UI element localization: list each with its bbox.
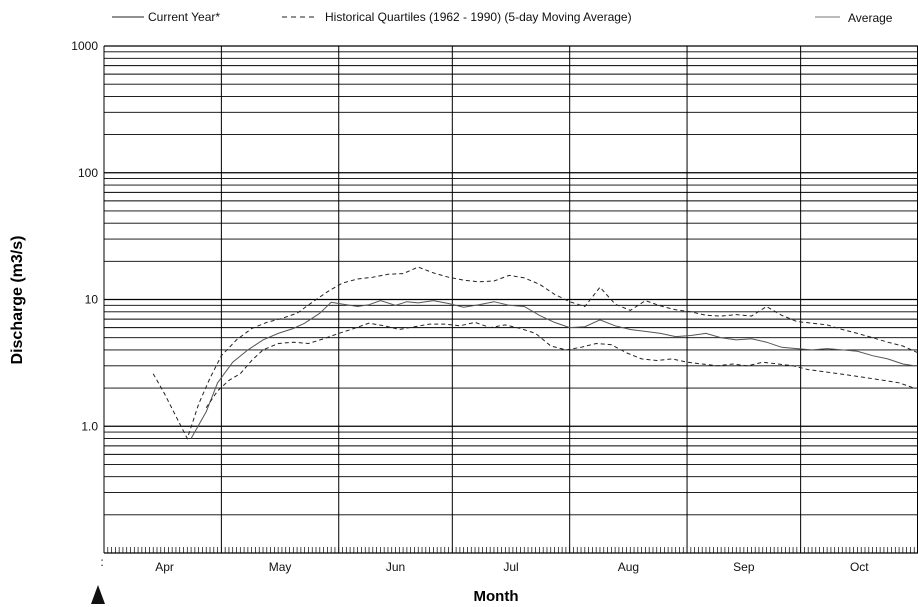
ticks: 1000 100 10 1.0 Apr May Jun Jul Aug Sep Oct: [71, 39, 918, 574]
legend-label-current-year: Current Year*: [148, 10, 220, 24]
series: [152, 266, 918, 440]
y-tick-label: 1.0: [81, 419, 98, 433]
x-tick-label: Apr: [155, 560, 174, 574]
legend-label-average: Average: [848, 11, 893, 25]
grid: [103, 45, 918, 554]
x-tick-label: Sep: [733, 560, 755, 574]
series-line-upper-quartile: [152, 266, 918, 440]
x-tick-label: Jun: [386, 560, 405, 574]
scroll-marker-icon: [91, 585, 105, 604]
y-axis-label: Discharge (m3/s): [9, 236, 26, 365]
legend: Current Year* Historical Quartiles (1962…: [112, 10, 893, 25]
y-tick-label: 10: [85, 293, 99, 307]
x-tick-label: Oct: [850, 560, 869, 574]
x-axis-label: Month: [474, 588, 519, 605]
y-tick-label: 100: [78, 166, 98, 180]
x-tick-label: May: [269, 560, 292, 574]
y-tick-label: 1000: [71, 39, 98, 53]
legend-label-historical-quartiles: Historical Quartiles (1962 - 1990) (5-da…: [325, 10, 632, 24]
x-tick-label: Aug: [618, 560, 639, 574]
origin-tick-mark: :: [100, 555, 103, 569]
x-tick-label: Jul: [503, 560, 518, 574]
series-line-lower-quartile: [205, 321, 915, 408]
series-line-average: [190, 300, 915, 439]
